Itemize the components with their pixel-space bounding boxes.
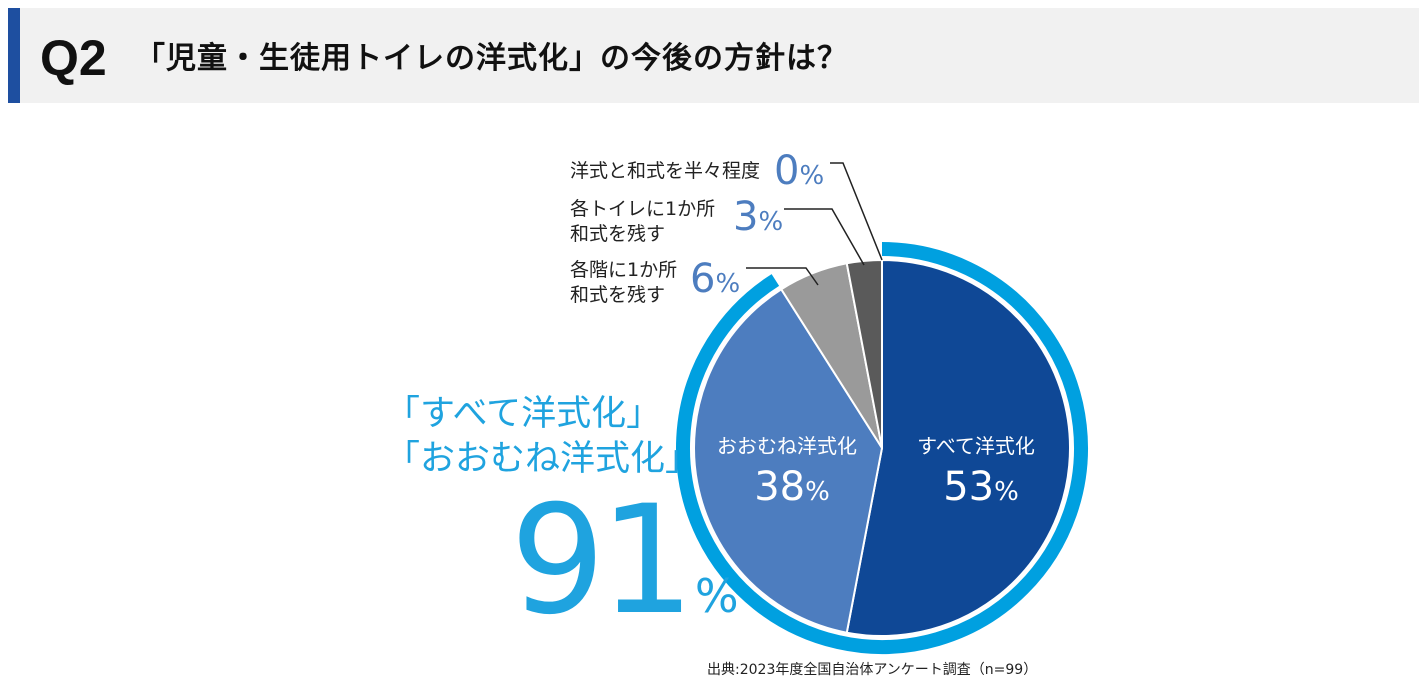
slice-pct-all-western: 53% xyxy=(943,464,1019,510)
leader-line-6pct xyxy=(746,267,819,286)
source-note: 出典:2023年度全国自治体アンケート調査（n=99） xyxy=(707,661,1037,678)
question-title: 「児童・生徒用トイレの洋式化」の今後の方針は？ xyxy=(135,41,848,76)
slice-label-mostly-western: おおむね洋式化 xyxy=(717,434,857,458)
pct-each-floor: 6% xyxy=(690,256,740,302)
slice-all-western xyxy=(845,258,1071,637)
combined-value: 91% xyxy=(510,474,739,648)
slice-pct-mostly-western: 38% xyxy=(754,464,830,510)
combined-label-line1: 「すべて洋式化」 xyxy=(385,394,661,434)
label-each-toilet-line2: 和式を残す xyxy=(570,223,665,245)
label-each-toilet-line1: 各トイレに1か所 xyxy=(570,198,715,220)
header-banner: Q2 「児童・生徒用トイレの洋式化」の今後の方針は？ xyxy=(8,8,1419,103)
combined-label-line2: 「おおむね洋式化」 xyxy=(385,439,700,479)
question-number: Q2 xyxy=(40,30,107,86)
pct-half-half: 0% xyxy=(774,148,824,194)
leader-line-0pct xyxy=(830,162,883,261)
header-accent-bar xyxy=(8,8,20,103)
label-each-floor-line1: 各階に1か所 xyxy=(570,259,677,281)
label-each-floor-line2: 和式を残す xyxy=(570,284,665,306)
leader-line-3pct xyxy=(784,208,865,266)
combined-ring xyxy=(676,242,1088,654)
pct-each-toilet: 3% xyxy=(733,194,783,240)
slice-label-all-western: すべて洋式化 xyxy=(917,434,1035,458)
label-half-half: 洋式と和式を半々程度 xyxy=(570,160,760,182)
